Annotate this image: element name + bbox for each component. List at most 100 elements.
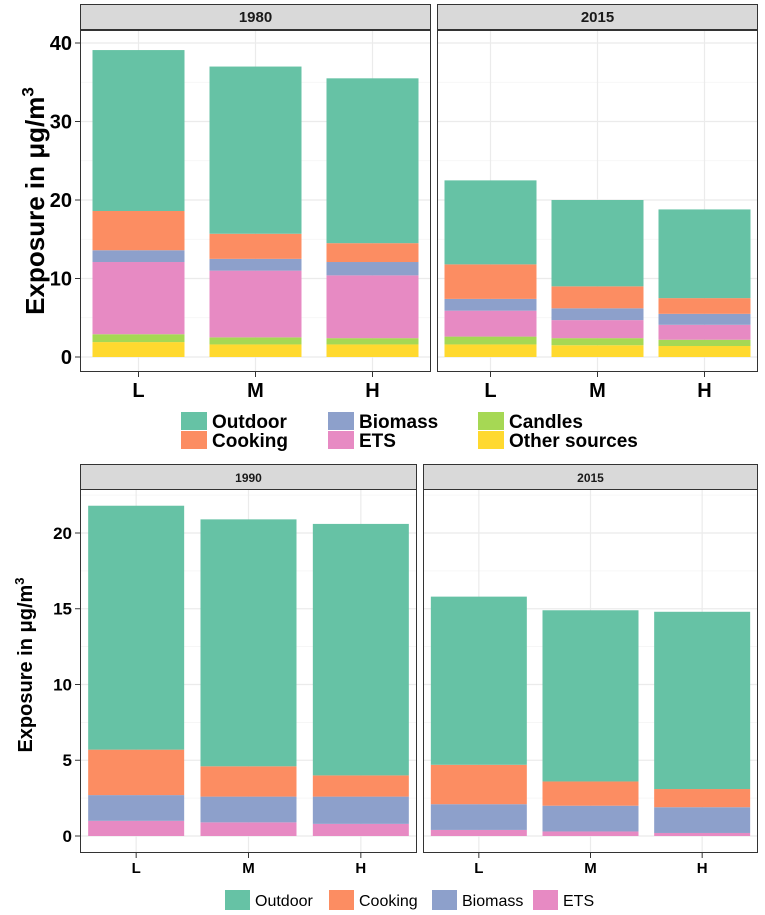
panel-title: 1990 bbox=[235, 471, 262, 485]
panel-header-strip bbox=[437, 4, 758, 30]
bar-segment-outdoor bbox=[654, 611, 751, 790]
bar-segment-cooking bbox=[658, 298, 751, 314]
legend-label: Outdoor bbox=[212, 412, 288, 433]
bar-segment-cooking bbox=[312, 775, 409, 797]
y-axis-label-superscript: 3 bbox=[19, 87, 38, 96]
bar-segment-outdoor bbox=[209, 66, 302, 234]
bar-segment-other-sources bbox=[92, 342, 185, 357]
bar-segment-biomass bbox=[444, 298, 537, 311]
y-tick-label: 40 bbox=[50, 33, 72, 55]
x-tick-label: M bbox=[242, 860, 255, 877]
panel-border bbox=[437, 30, 758, 372]
bar-segment-ets bbox=[551, 320, 644, 339]
x-tick-label: H bbox=[697, 380, 711, 402]
panel-border bbox=[80, 30, 431, 372]
bar-segment-cooking bbox=[444, 264, 537, 299]
bar-segment-ets bbox=[430, 829, 527, 836]
x-tick-label: H bbox=[365, 380, 379, 402]
bar-segment-ets bbox=[88, 820, 185, 836]
bar-segment-cooking bbox=[430, 764, 527, 805]
bar-segment-biomass bbox=[654, 807, 751, 833]
bar-segment-cooking bbox=[88, 749, 185, 796]
legend-swatch-outdoor bbox=[181, 412, 207, 430]
bar-segment-ets bbox=[200, 822, 297, 836]
legend-label: Biomass bbox=[462, 893, 523, 910]
bar-segment-outdoor bbox=[200, 519, 297, 767]
bar-segment-biomass bbox=[92, 250, 185, 263]
bar-segment-biomass bbox=[209, 258, 302, 271]
bar-segment-candles bbox=[92, 334, 185, 343]
x-tick-label: M bbox=[589, 380, 606, 402]
bar-segment-outdoor bbox=[430, 596, 527, 765]
x-tick-label: H bbox=[697, 860, 708, 877]
x-tick-label: L bbox=[132, 380, 144, 402]
y-axis-label-text: Exposure in μg/m bbox=[15, 585, 37, 753]
y-tick-label: 0 bbox=[61, 347, 72, 369]
bar-segment-biomass bbox=[312, 796, 409, 824]
bar-segment-other-sources bbox=[658, 346, 751, 357]
legend-swatch-cooking bbox=[181, 431, 207, 449]
bar-segment-biomass bbox=[326, 262, 419, 276]
bar-segment-cooking bbox=[542, 781, 639, 806]
bar-segment-candles bbox=[658, 339, 751, 347]
bar-segment-candles bbox=[551, 338, 644, 346]
bar-segment-outdoor bbox=[542, 610, 639, 782]
bar-segment-outdoor bbox=[312, 523, 409, 776]
bar-segment-other-sources bbox=[444, 344, 537, 357]
y-tick-label: 20 bbox=[50, 190, 72, 212]
legend-swatch-candles bbox=[478, 412, 504, 430]
bar-segment-biomass bbox=[430, 804, 527, 830]
y-axis-label: Exposure in μg/m3 bbox=[19, 87, 50, 315]
bar-segment-outdoor bbox=[88, 505, 185, 750]
bar-segment-other-sources bbox=[209, 344, 302, 357]
bar-segment-ets bbox=[92, 262, 185, 335]
x-tick-label: M bbox=[584, 860, 597, 877]
bar-segment-cooking bbox=[654, 789, 751, 808]
panel-header-strip bbox=[423, 464, 758, 490]
bar-segment-ets bbox=[326, 275, 419, 339]
bar-segment-ets bbox=[209, 270, 302, 338]
y-tick-label: 10 bbox=[53, 675, 72, 694]
x-tick-label: H bbox=[355, 860, 366, 877]
legend-swatch-biomass bbox=[328, 412, 354, 430]
legend-swatch-cooking bbox=[329, 890, 354, 910]
legend-label: ETS bbox=[563, 893, 594, 910]
panel-border bbox=[80, 489, 417, 853]
bar-segment-ets bbox=[444, 310, 537, 337]
y-tick-label: 5 bbox=[63, 751, 72, 770]
bar-segment-ets bbox=[658, 324, 751, 340]
legend-swatch-other-sources bbox=[478, 431, 504, 449]
x-tick-label: L bbox=[132, 860, 141, 877]
bar-segment-cooking bbox=[209, 233, 302, 259]
bar-segment-ets bbox=[654, 832, 751, 836]
panel-header-strip bbox=[80, 4, 431, 30]
legend-label: ETS bbox=[359, 431, 396, 452]
panel-border bbox=[423, 489, 758, 853]
bar-segment-outdoor bbox=[444, 180, 537, 265]
legend-swatch-biomass bbox=[432, 890, 457, 910]
panel-title: 1980 bbox=[239, 9, 272, 26]
bar-segment-candles bbox=[326, 338, 419, 345]
legend-label: Cooking bbox=[212, 431, 288, 452]
y-tick-label: 30 bbox=[50, 112, 72, 134]
panel-title: 2015 bbox=[577, 471, 604, 485]
panel-title: 2015 bbox=[581, 9, 614, 26]
bar-segment-outdoor bbox=[551, 200, 644, 287]
legend-label: Candles bbox=[509, 412, 583, 433]
y-axis-label-superscript: 3 bbox=[12, 577, 27, 584]
bar-segment-candles bbox=[209, 337, 302, 345]
legend-swatch-outdoor bbox=[225, 890, 250, 910]
bar-segment-cooking bbox=[551, 286, 644, 309]
x-tick-label: L bbox=[484, 380, 496, 402]
legend-swatch-ets bbox=[328, 431, 354, 449]
bar-segment-outdoor bbox=[658, 209, 751, 299]
bar-segment-biomass bbox=[88, 795, 185, 821]
bar-segment-outdoor bbox=[326, 78, 419, 244]
legend-swatch-ets bbox=[533, 890, 558, 910]
bar-segment-ets bbox=[312, 823, 409, 836]
panel-header-strip bbox=[80, 464, 417, 490]
bar-segment-candles bbox=[444, 336, 537, 345]
bar-segment-ets bbox=[542, 831, 639, 836]
bar-segment-cooking bbox=[326, 243, 419, 263]
x-tick-label: L bbox=[474, 860, 483, 877]
